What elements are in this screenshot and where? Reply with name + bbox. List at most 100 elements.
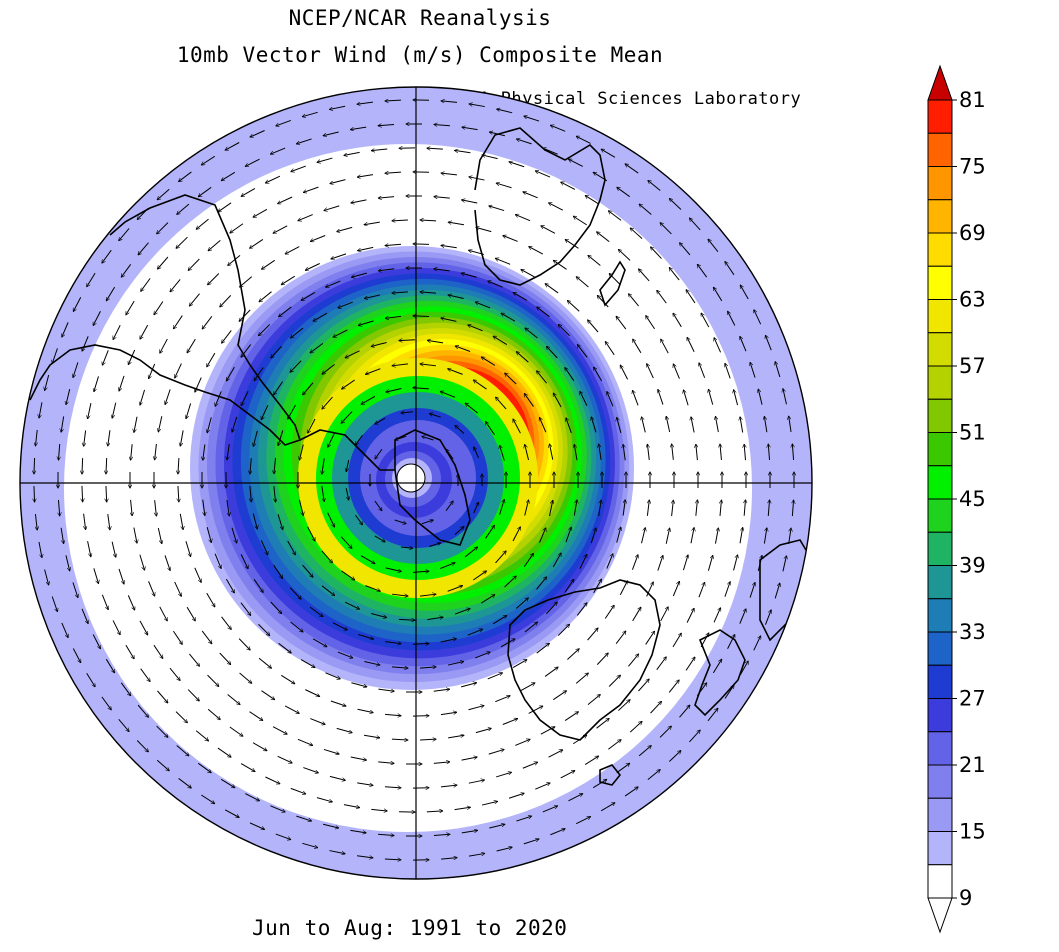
wind-arrow — [274, 381, 284, 395]
wind-arrow — [672, 581, 679, 597]
wind-arrow — [504, 576, 517, 588]
wind-arrow — [495, 696, 510, 703]
wind-arrow — [632, 607, 641, 622]
wind-arrow — [345, 488, 348, 500]
wind-arrow — [585, 195, 599, 205]
colorbar-label: 81 — [959, 88, 986, 112]
wind-arrow — [360, 555, 375, 564]
colorbar-bin — [927, 764, 953, 799]
wind-arrow — [617, 187, 631, 198]
wind-arrow — [392, 220, 408, 221]
wind-arrow — [357, 708, 374, 712]
wind-arrow — [253, 579, 263, 592]
wind-arrow — [588, 320, 599, 333]
wind-arrow — [207, 352, 216, 367]
wind-arrow — [149, 363, 156, 379]
wind-arrow — [646, 316, 655, 330]
wind-arrow — [576, 277, 589, 288]
wind-arrow — [481, 357, 496, 366]
wind-arrow — [686, 290, 696, 304]
wind-arrow — [176, 745, 189, 756]
wind-arrow — [499, 499, 505, 515]
wind-arrow — [617, 417, 622, 433]
wind-arrow — [275, 833, 291, 840]
wind-arrow — [87, 541, 91, 557]
map-subtitle: 10mb Vector Wind (m/s) Composite Mean — [176, 43, 664, 67]
wind-arrow — [301, 291, 316, 300]
wind-arrow — [616, 527, 621, 543]
wind-arrow — [226, 500, 229, 516]
wind-arrow — [573, 216, 587, 226]
wind-arrow — [35, 514, 37, 530]
wind-arrow — [173, 630, 182, 644]
wind-arrow — [523, 839, 539, 845]
wind-arrow — [420, 739, 436, 740]
colorbar-bin — [927, 498, 953, 533]
wind-arrow — [696, 683, 706, 697]
wind-arrow — [303, 767, 318, 773]
wind-arrow — [197, 762, 211, 772]
wind-arrow — [385, 714, 401, 715]
wind-arrow — [476, 227, 492, 233]
wind-arrow — [516, 816, 531, 822]
wind-arrow — [454, 609, 470, 615]
wind-arrow — [647, 444, 649, 461]
wind-arrow — [302, 842, 317, 847]
wind-arrow — [754, 310, 762, 325]
wind-arrow — [341, 570, 355, 580]
wind-arrow — [72, 582, 78, 597]
wind-arrow — [461, 757, 478, 761]
wind-arrow — [497, 109, 513, 114]
wind-arrow — [156, 759, 169, 771]
wind-arrow — [429, 413, 441, 418]
wind-arrow — [500, 445, 505, 461]
wind-arrow — [698, 582, 705, 598]
wind-arrow — [337, 226, 353, 231]
wind-arrow — [345, 350, 360, 358]
wind-arrow — [659, 726, 671, 738]
wind-arrow — [600, 803, 615, 812]
wind-arrow — [52, 348, 58, 363]
wind-arrow — [239, 672, 252, 683]
wind-arrow — [657, 290, 667, 304]
wind-arrow — [82, 336, 89, 351]
wind-arrow — [553, 691, 566, 701]
wind-arrow — [329, 850, 345, 854]
wind-arrow — [175, 363, 182, 379]
wind-arrow — [240, 276, 253, 287]
wind-arrow — [61, 416, 65, 432]
wind-arrow — [378, 268, 395, 271]
wind-arrow — [481, 595, 495, 604]
wind-arrow — [422, 436, 434, 441]
wind-arrow — [321, 485, 324, 502]
wind-arrow — [524, 622, 538, 633]
wind-arrow — [572, 735, 586, 745]
wind-arrow — [601, 149, 616, 158]
wind-arrow — [298, 214, 313, 221]
wind-arrow — [201, 630, 212, 644]
wind-arrow — [261, 690, 274, 700]
wind-arrow — [351, 682, 366, 687]
wind-arrow — [346, 459, 350, 472]
wind-arrow — [157, 256, 169, 269]
colorbar-bin — [927, 531, 953, 566]
wind-arrow — [552, 553, 561, 568]
colorbar-bin — [927, 631, 953, 666]
wind-arrow — [609, 274, 621, 286]
wind-arrow — [700, 633, 709, 648]
wind-arrow — [385, 244, 402, 245]
wind-arrow — [707, 708, 718, 722]
wind-arrow — [516, 352, 529, 363]
wind-arrow — [708, 239, 719, 253]
wind-arrow — [227, 694, 240, 704]
wind-arrow — [101, 594, 108, 610]
wind-arrow — [240, 602, 251, 616]
wind-arrow — [727, 634, 735, 649]
wind-arrow — [631, 555, 638, 570]
wind-arrow — [296, 815, 311, 821]
south-america-coast — [29, 194, 302, 446]
wind-arrow — [324, 205, 340, 211]
wind-arrow — [489, 132, 506, 137]
wind-arrow — [616, 316, 627, 330]
